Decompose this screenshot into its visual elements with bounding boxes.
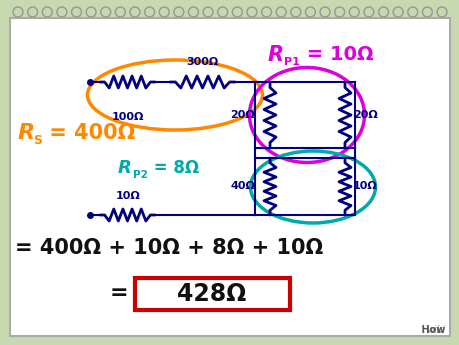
Circle shape (261, 7, 271, 17)
Circle shape (263, 9, 269, 16)
Circle shape (217, 7, 227, 17)
Text: = 400Ω: = 400Ω (42, 123, 135, 143)
Circle shape (232, 7, 242, 17)
Circle shape (15, 9, 22, 16)
Circle shape (159, 7, 169, 17)
Text: 10Ω: 10Ω (352, 181, 377, 191)
Circle shape (131, 9, 138, 16)
Circle shape (188, 7, 198, 17)
Circle shape (57, 7, 67, 17)
Circle shape (379, 9, 386, 16)
Circle shape (42, 7, 52, 17)
Circle shape (117, 9, 123, 16)
Circle shape (392, 7, 402, 17)
Circle shape (102, 9, 109, 16)
Circle shape (305, 7, 315, 17)
Circle shape (218, 9, 226, 16)
Text: R: R (268, 45, 284, 65)
Text: = 10Ω: = 10Ω (299, 46, 373, 65)
Circle shape (421, 7, 431, 17)
Circle shape (334, 7, 344, 17)
Text: R: R (18, 123, 35, 143)
Text: 300Ω: 300Ω (185, 57, 218, 67)
Circle shape (364, 9, 372, 16)
Circle shape (175, 9, 182, 16)
Text: How: How (407, 325, 444, 335)
Circle shape (246, 7, 257, 17)
Circle shape (275, 7, 285, 17)
Circle shape (115, 7, 125, 17)
Circle shape (44, 9, 50, 16)
Text: R: R (118, 159, 132, 177)
Circle shape (363, 7, 373, 17)
Circle shape (146, 9, 153, 16)
Text: = 400Ω + 10Ω + 8Ω + 10Ω: = 400Ω + 10Ω + 8Ω + 10Ω (15, 238, 323, 258)
Text: P2: P2 (133, 170, 147, 180)
Circle shape (306, 9, 313, 16)
Circle shape (321, 9, 328, 16)
Circle shape (130, 7, 140, 17)
Text: wiki: wiki (425, 325, 444, 335)
Circle shape (190, 9, 196, 16)
Circle shape (87, 9, 95, 16)
Circle shape (58, 9, 65, 16)
Circle shape (73, 9, 80, 16)
Circle shape (71, 7, 81, 17)
Circle shape (436, 7, 446, 17)
Circle shape (101, 7, 111, 17)
Circle shape (291, 9, 299, 16)
Circle shape (174, 7, 184, 17)
Circle shape (28, 7, 38, 17)
Circle shape (348, 7, 358, 17)
Circle shape (319, 7, 329, 17)
Text: 100Ω: 100Ω (112, 112, 144, 122)
Circle shape (409, 9, 415, 16)
Circle shape (290, 7, 300, 17)
Circle shape (29, 9, 36, 16)
Circle shape (204, 9, 211, 16)
Circle shape (248, 9, 255, 16)
FancyBboxPatch shape (10, 18, 449, 336)
Circle shape (277, 9, 284, 16)
Bar (134, 278, 289, 310)
Text: = 8Ω: = 8Ω (148, 159, 199, 177)
Circle shape (202, 7, 213, 17)
Text: 20Ω: 20Ω (230, 110, 254, 120)
Circle shape (144, 7, 154, 17)
Circle shape (378, 7, 388, 17)
Circle shape (394, 9, 401, 16)
Text: 10Ω: 10Ω (115, 191, 140, 201)
Text: 428Ω: 428Ω (177, 282, 246, 306)
Circle shape (350, 9, 357, 16)
Text: P1: P1 (283, 57, 299, 67)
Circle shape (86, 7, 96, 17)
Circle shape (336, 9, 342, 16)
Circle shape (233, 9, 241, 16)
Circle shape (407, 7, 417, 17)
Circle shape (13, 7, 23, 17)
Text: 40Ω: 40Ω (230, 181, 254, 191)
Text: =: = (110, 283, 129, 303)
Circle shape (437, 9, 444, 16)
Text: S: S (33, 134, 42, 147)
Text: 20Ω: 20Ω (352, 110, 377, 120)
Circle shape (160, 9, 168, 16)
Circle shape (423, 9, 430, 16)
